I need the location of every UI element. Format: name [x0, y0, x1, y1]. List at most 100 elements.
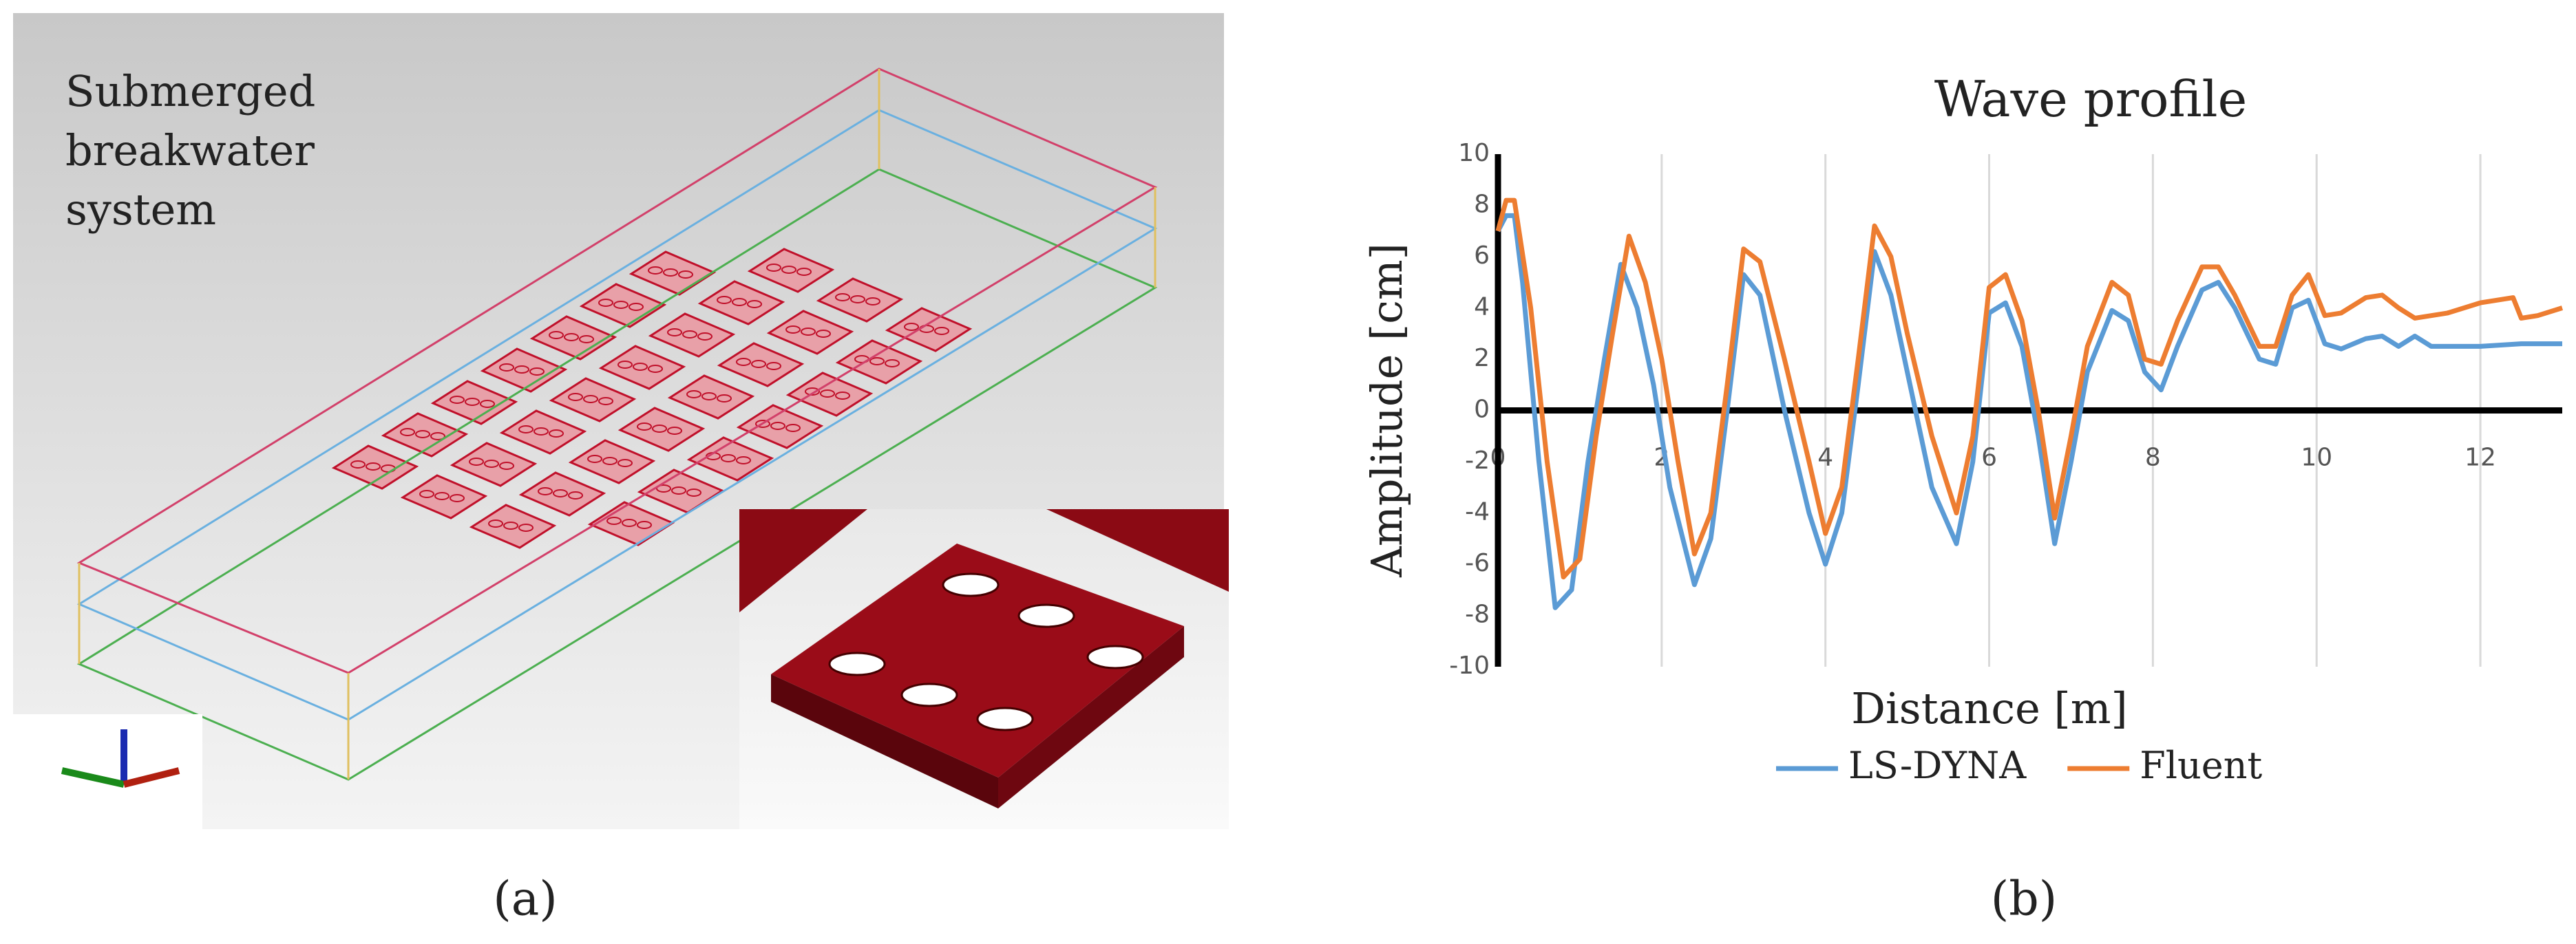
plate-hole — [671, 486, 686, 495]
plate-hole — [564, 333, 579, 341]
plate-hole — [766, 362, 781, 370]
y-tick-label: -6 — [1465, 549, 1490, 577]
plate-hole — [637, 521, 652, 529]
plate-hole — [553, 489, 568, 497]
caption: (b) — [1991, 872, 2058, 927]
plate-hole — [617, 459, 633, 467]
plate-hole — [480, 400, 495, 408]
plate-hole — [701, 392, 717, 400]
plate-hole — [885, 359, 900, 367]
plate — [766, 310, 854, 355]
plate-hole — [529, 367, 545, 376]
plate-hole — [465, 398, 480, 406]
plate-hole — [606, 517, 622, 525]
plate — [785, 372, 874, 417]
plate-hole — [865, 297, 880, 305]
plate-hole — [686, 489, 701, 497]
plate-hole — [579, 335, 594, 343]
y-tick-label: 0 — [1474, 396, 1490, 424]
plate — [518, 471, 606, 517]
plate — [430, 380, 518, 425]
x-tick-label: 8 — [2145, 444, 2161, 472]
plate-hole — [538, 487, 553, 495]
plate-hole — [732, 298, 747, 306]
plate-hole — [736, 358, 751, 366]
plate-hole — [697, 332, 712, 341]
plate — [529, 315, 617, 361]
plate-hole — [934, 327, 949, 335]
plate — [697, 280, 785, 325]
plate-hole — [514, 365, 529, 374]
plate-hole — [667, 427, 682, 435]
plate — [499, 409, 587, 455]
series-line — [1495, 197, 2564, 580]
plate-hole — [450, 494, 465, 502]
plate-hole — [602, 457, 617, 465]
plate-hole — [613, 301, 629, 309]
chart-title: Wave profile — [1934, 70, 2247, 128]
plate — [598, 345, 686, 390]
plate — [480, 347, 568, 393]
plate — [331, 444, 419, 490]
plate — [717, 342, 805, 387]
plate-hole — [721, 454, 736, 462]
x-tick-label: 12 — [2464, 444, 2496, 472]
plate-hole — [816, 330, 831, 338]
plate-hole — [629, 303, 644, 311]
plate-hole — [499, 363, 514, 372]
plate-hole — [484, 460, 499, 468]
plate-hole — [717, 394, 732, 403]
plate-hole — [350, 460, 366, 469]
y-tick-label: -10 — [1449, 652, 1490, 680]
y-tick-label: 8 — [1474, 191, 1490, 219]
panel-label: breakwater — [65, 125, 315, 175]
plate — [579, 283, 667, 328]
y-axis-label: Amplitude [cm] — [1362, 243, 1412, 578]
plate-hole — [534, 427, 549, 436]
plate-hole — [499, 462, 514, 470]
x-tick-label: 6 — [1981, 444, 1997, 472]
plate-hole — [736, 456, 751, 464]
caption: (a) — [493, 872, 558, 927]
plate-hole — [904, 323, 919, 331]
plate-hole — [785, 325, 801, 334]
plate-hole — [850, 295, 865, 303]
plate-hole — [770, 422, 785, 430]
plate — [835, 339, 923, 385]
plate-hole — [678, 270, 693, 279]
plate-hole — [450, 396, 465, 404]
panel-label: Submerged — [65, 66, 315, 116]
plate-hole — [796, 268, 812, 276]
plate-hole — [663, 268, 678, 277]
plate — [648, 312, 736, 358]
plate-hole — [549, 429, 564, 438]
plate-hole — [488, 519, 503, 528]
plate-hole — [568, 491, 583, 500]
plate-hole — [549, 331, 564, 339]
plate-hole — [518, 524, 534, 532]
plate-hole — [633, 363, 648, 371]
legend-label: LS-DYNA — [1848, 744, 2027, 787]
plate-hole — [820, 389, 835, 398]
plate-hole — [648, 365, 663, 373]
plate — [667, 374, 755, 420]
plate — [816, 277, 904, 323]
domain-box — [76, 67, 1158, 781]
plate-hole — [415, 430, 430, 438]
x-axis-label: Distance [m] — [1851, 683, 2127, 733]
plate — [747, 248, 835, 293]
plate-hole — [717, 296, 732, 304]
plate — [450, 442, 538, 487]
plate-hole — [781, 266, 796, 274]
plate — [617, 407, 706, 452]
plate-hole — [430, 432, 445, 440]
y-tick-label: -2 — [1465, 447, 1490, 475]
plate — [686, 436, 774, 482]
inset — [739, 509, 1229, 829]
plate-hole — [755, 420, 770, 428]
plate-hole — [583, 395, 598, 403]
plate-hole — [682, 330, 697, 339]
plate-hole — [801, 328, 816, 336]
axis-triad — [13, 714, 202, 829]
